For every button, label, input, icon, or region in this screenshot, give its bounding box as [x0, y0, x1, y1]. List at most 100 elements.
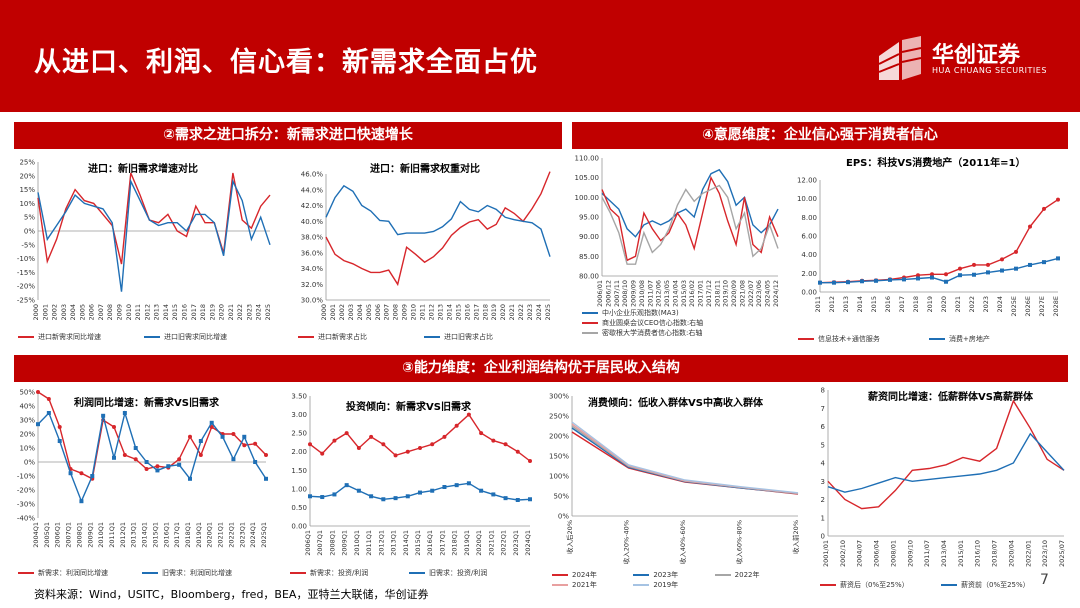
- legend-label: 旧需求：投资/利润: [429, 569, 488, 577]
- chart-title: 投资倾向：新需求VS旧需求: [346, 402, 471, 413]
- y-tick-label: 34.0%: [301, 265, 324, 273]
- series-line-2: [601, 175, 779, 262]
- legend-swatch: [409, 572, 425, 574]
- x-tick-label: 2016: [180, 304, 188, 321]
- legend-swatch: [582, 312, 598, 314]
- y-tick-label: 0%: [24, 459, 35, 467]
- x-tick-label: 2003: [60, 304, 68, 321]
- data-point: [344, 431, 349, 436]
- legend-swatch: [929, 338, 945, 340]
- data-point: [986, 262, 990, 267]
- y-tick-label: -20%: [17, 487, 35, 495]
- x-tick-label: 2004Q1: [32, 522, 40, 548]
- x-tick-label: 2019: [926, 296, 934, 313]
- legend-item: 消费+房地产: [929, 334, 990, 344]
- x-tick-label: 2020Q1: [475, 530, 483, 556]
- legend-label: 旧需求：利润同比增速: [162, 569, 232, 577]
- data-point: [466, 481, 471, 486]
- x-tick-label: 2010Q1: [97, 522, 105, 548]
- data-point: [122, 411, 127, 415]
- y-tick-label: 5: [821, 441, 825, 449]
- x-tick-label: 2024: [255, 304, 263, 321]
- x-tick-label: 2023/10: [1041, 540, 1049, 567]
- y-tick-label: 20%: [19, 431, 35, 439]
- y-tick-label: -15%: [17, 269, 35, 277]
- x-tick-label: 2010Q1: [353, 530, 361, 556]
- brand-logo: 华创证券 HUA CHUANG SECURITIES: [875, 34, 1065, 84]
- x-tick-label: 2012: [143, 304, 151, 321]
- y-tick-label: 40%: [19, 403, 35, 411]
- data-point: [253, 460, 258, 464]
- x-tick-label: 2023Q1: [238, 522, 246, 548]
- x-tick-label: 2000: [320, 304, 328, 321]
- legend-label: 消费+房地产: [949, 335, 990, 343]
- x-tick-label: 2017/01: [697, 280, 705, 307]
- x-tick-label: 2010: [125, 304, 133, 321]
- x-tick-label: 2022: [236, 304, 244, 321]
- data-point: [491, 492, 496, 497]
- data-point: [36, 390, 40, 394]
- data-point: [188, 434, 192, 439]
- x-tick-label: 2007: [383, 304, 391, 321]
- series-line-4: [571, 423, 799, 494]
- data-point: [381, 497, 386, 502]
- x-tick-label: 2021Q1: [217, 522, 225, 548]
- x-tick-label: 2018Q1: [451, 530, 459, 556]
- x-tick-label: 2014: [445, 304, 453, 321]
- data-point: [308, 494, 312, 499]
- legend-label: 2019年: [653, 581, 679, 589]
- section-band-profit: ③能力维度：企业利润结构优于居民收入结构: [14, 355, 1068, 382]
- data-point: [133, 446, 138, 450]
- x-tick-label: 2022/01: [1024, 540, 1032, 567]
- x-tick-label: 2000: [32, 304, 40, 321]
- data-point: [166, 464, 171, 469]
- y-tick-label: -10%: [17, 473, 35, 481]
- series-line-1: [309, 413, 531, 462]
- data-point: [958, 273, 962, 278]
- y-tick-label: 3.50: [291, 393, 307, 401]
- y-tick-label: 1.00: [291, 485, 307, 493]
- x-tick-label: 2016Q1: [162, 522, 170, 548]
- x-tick-label: 2023: [982, 296, 990, 313]
- y-tick-label: 80.00: [579, 273, 599, 281]
- data-point: [320, 495, 325, 500]
- y-tick-label: 7: [821, 405, 825, 413]
- data-point: [874, 278, 878, 283]
- data-point: [930, 275, 934, 280]
- x-tick-label: 2008/01: [889, 540, 897, 567]
- x-tick-label: 2016/02: [688, 280, 696, 307]
- data-point: [1042, 260, 1046, 265]
- series-line-2: [37, 410, 267, 504]
- data-point: [972, 272, 976, 277]
- data-point: [155, 468, 160, 473]
- y-tick-label: 32.0%: [301, 281, 324, 289]
- data-point: [515, 498, 520, 502]
- legend-swatch: [144, 336, 160, 338]
- legend-label: 薪资前（0%至25%）: [961, 581, 1030, 589]
- legend-label: 进口新需求同比增速: [38, 333, 101, 341]
- y-tick-label: 15%: [19, 186, 35, 194]
- x-tick-label: 2013: [436, 304, 444, 321]
- x-tick-label: 2012Q1: [119, 522, 127, 548]
- legend-label: 新需求：利润同比增速: [38, 569, 108, 577]
- data-point: [972, 262, 976, 267]
- data-point: [454, 483, 459, 488]
- legend-item: 进口旧需求占比: [424, 332, 493, 342]
- data-point: [68, 471, 73, 476]
- x-tick-label: 2022Q1: [227, 522, 235, 548]
- data-point: [1000, 268, 1004, 273]
- x-tick-label: 2002/10: [839, 540, 847, 567]
- x-tick-label: 2005: [365, 304, 373, 321]
- chart-consumption-propensity: 300% 250% 200% 150% 100% 50% 0% 收入后20% 收入20%-40%…: [542, 386, 806, 600]
- x-tick-label: 2020/04: [1007, 540, 1015, 567]
- legend-item: 薪资前（0%至25%）: [941, 580, 1030, 590]
- data-point: [944, 279, 948, 284]
- legend-swatch: [290, 572, 306, 574]
- x-tick-label: 2017: [472, 304, 480, 321]
- legend-item: 2023年: [633, 570, 678, 580]
- x-tick-label: 2011/07: [923, 540, 931, 567]
- y-tick-label: 250%: [549, 413, 569, 421]
- legend-label: 2023年: [653, 571, 679, 579]
- y-tick-label: -10%: [17, 255, 35, 263]
- legend-item: 薪资后（0%至25%）: [820, 580, 909, 590]
